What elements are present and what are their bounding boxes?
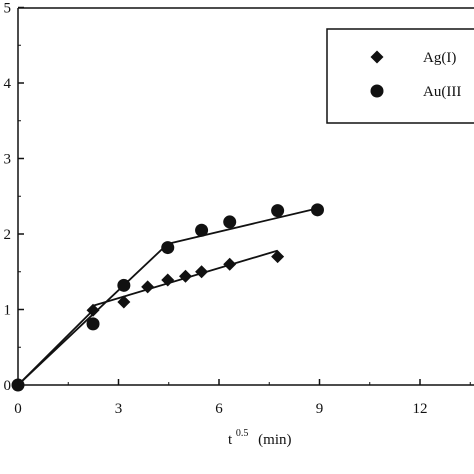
y-tick-label: 1	[4, 303, 12, 319]
ag-data-point	[117, 295, 131, 309]
ag-data-point	[86, 303, 100, 317]
legend: Ag(I) Au(III	[326, 28, 474, 124]
au-data-point	[271, 204, 285, 218]
ag-legend-marker	[370, 50, 384, 64]
x-tick-label: 0	[14, 401, 22, 417]
y-tick-label: 5	[4, 1, 12, 17]
au-data-point	[117, 278, 131, 292]
ag-data-point	[195, 265, 209, 279]
au-legend-label: Au(III	[423, 84, 461, 100]
x-axis-title: t 0.5 (min)	[228, 424, 292, 448]
y-tick-label: 0	[4, 378, 12, 394]
ag-data-point	[179, 269, 192, 283]
plot-area	[11, 203, 324, 392]
ag-data-point	[161, 273, 175, 287]
y-tick-label: 4	[4, 76, 12, 92]
ag-data-point	[271, 250, 285, 264]
au-data-point	[310, 203, 324, 217]
au-legend-marker	[370, 84, 384, 98]
au-data-point	[86, 317, 100, 331]
au-data-point	[223, 215, 237, 229]
x-tick-label: 6	[215, 401, 223, 417]
au-data-point	[195, 223, 209, 237]
x-tick-label: 3	[115, 401, 123, 417]
x-tick-label: 9	[316, 401, 324, 417]
au-fit-line	[167, 207, 318, 245]
au-data-point	[161, 241, 175, 255]
ag-legend-label: Ag(I)	[423, 50, 456, 66]
y-tick-label: 2	[4, 227, 12, 243]
legend-box	[326, 28, 474, 124]
ag-data-point	[141, 280, 155, 294]
ag-data-point	[223, 257, 237, 271]
y-tick-label: 3	[4, 152, 12, 168]
x-tick-label: 12	[413, 401, 428, 417]
